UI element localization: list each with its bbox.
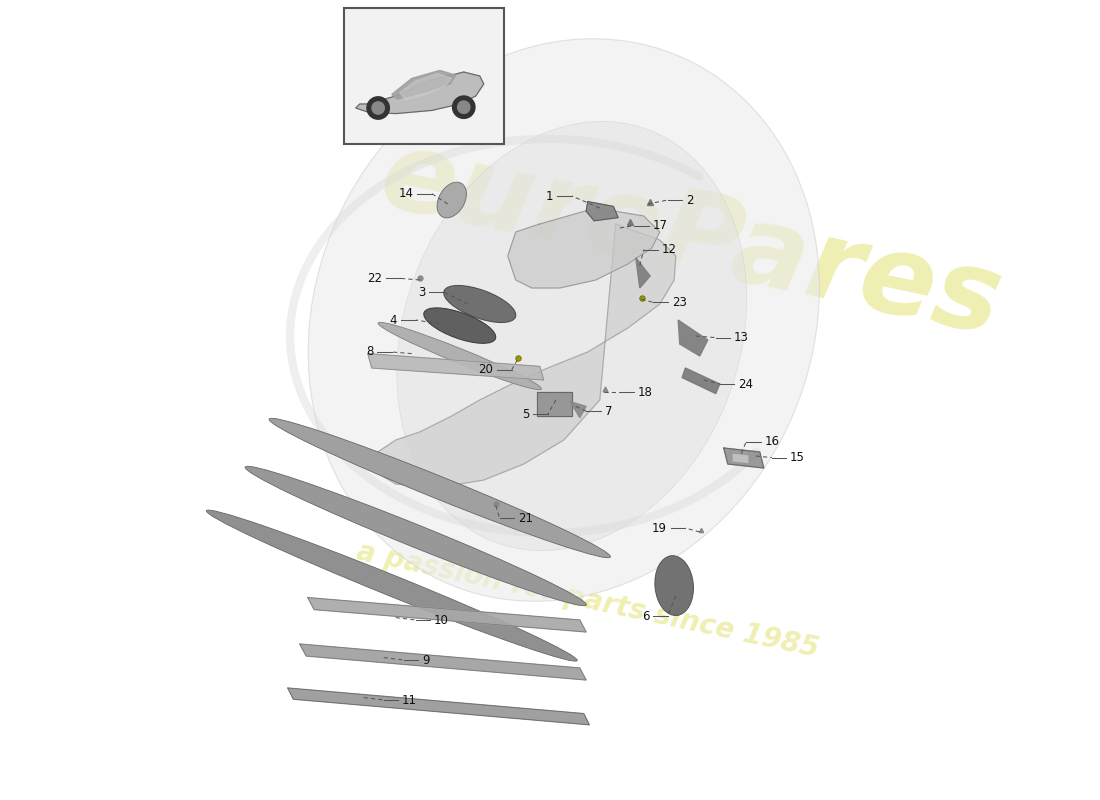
Text: a passion for parts since 1985: a passion for parts since 1985 [354,538,822,662]
Circle shape [458,101,470,114]
Ellipse shape [207,510,578,661]
Text: 20: 20 [478,363,494,376]
Polygon shape [308,598,586,632]
Polygon shape [399,74,452,100]
Ellipse shape [424,308,496,343]
Ellipse shape [378,322,541,390]
Polygon shape [734,454,748,462]
Text: 2: 2 [686,194,694,206]
Circle shape [452,96,475,118]
Polygon shape [636,258,650,288]
Ellipse shape [443,286,516,322]
Polygon shape [724,448,763,468]
Text: euroPares: euroPares [372,122,1012,358]
Text: 8: 8 [366,346,373,358]
Polygon shape [300,644,586,680]
Polygon shape [508,208,660,288]
Ellipse shape [245,466,586,606]
Text: 1: 1 [546,190,553,202]
Text: 23: 23 [672,296,686,309]
Text: 5: 5 [522,408,529,421]
Text: 10: 10 [434,614,449,626]
Text: 6: 6 [642,610,649,622]
Ellipse shape [654,556,693,615]
Text: 18: 18 [638,386,653,398]
Circle shape [367,97,389,119]
Text: 24: 24 [738,378,754,390]
Polygon shape [679,320,707,356]
Text: 15: 15 [790,451,805,464]
Ellipse shape [397,122,747,550]
Polygon shape [372,224,675,488]
Polygon shape [367,354,543,380]
Text: 16: 16 [764,435,780,448]
Text: 21: 21 [518,512,534,525]
Text: 3: 3 [418,286,426,298]
Polygon shape [288,688,590,725]
Text: 11: 11 [403,694,417,706]
Text: 13: 13 [734,331,749,344]
Text: 22: 22 [367,272,382,285]
Polygon shape [586,202,618,221]
Ellipse shape [270,418,610,558]
Text: 19: 19 [652,522,667,534]
Ellipse shape [437,182,466,218]
Text: 7: 7 [605,405,612,418]
Polygon shape [570,402,586,418]
Polygon shape [392,70,455,99]
Circle shape [372,102,384,114]
Text: 12: 12 [662,243,678,256]
Bar [344,8,504,144]
Text: 9: 9 [422,654,430,666]
Text: 4: 4 [389,314,397,326]
Ellipse shape [308,38,820,602]
Text: 14: 14 [398,187,414,200]
Polygon shape [538,392,572,416]
Polygon shape [682,368,719,394]
Text: 17: 17 [652,219,668,232]
Polygon shape [355,72,484,114]
